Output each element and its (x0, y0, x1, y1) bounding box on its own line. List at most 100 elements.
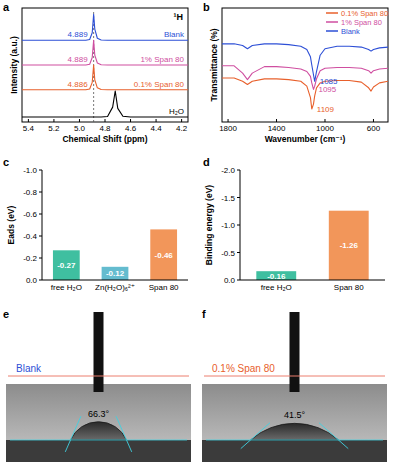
x-tick-label: 4.8 (99, 124, 111, 133)
substrate (6, 440, 191, 462)
series-label: H₂O (169, 107, 184, 116)
tangent-line (319, 423, 348, 449)
data-label: -0.27 (57, 261, 76, 270)
x-tick-label: 5.4 (23, 124, 35, 133)
photo-title: Blank (16, 363, 42, 374)
panel-letter: e (3, 308, 9, 320)
legend-swatch (326, 21, 338, 23)
photo-panel-e: eBlank66.3° (3, 308, 191, 462)
peak-label: 1109 (317, 105, 335, 114)
y-axis-title: Transmittance (%) (209, 28, 219, 101)
legend-label: 0.1% Span 80 (341, 9, 388, 18)
bar (329, 211, 369, 280)
series-label: Blank (164, 30, 185, 39)
x-tick-label: 600 (367, 124, 381, 133)
panel-letter: d (203, 156, 210, 168)
panel-letter: c (3, 156, 9, 168)
bar (150, 229, 177, 280)
bar (53, 250, 80, 280)
panel-c: -0.27free H₂O-0.12Zn(H₂O)₆²⁺-0.46Span 80… (6, 166, 188, 292)
x-tick (156, 119, 157, 122)
x-tick-label: Span 80 (334, 283, 364, 292)
baseline (206, 440, 383, 441)
x-tick-label: 1800 (219, 124, 237, 133)
photo-background (6, 384, 191, 462)
baseline (10, 440, 187, 441)
series-line (222, 66, 388, 90)
y-tick (39, 192, 42, 193)
x-axis-title: Chemical Shift (ppm) (62, 134, 147, 144)
peak-label: 1085 (320, 77, 338, 86)
x-tick-label: 4.4 (151, 124, 163, 133)
x-tick (228, 119, 229, 122)
panel-a: 5.45.25.04.84.64.44.2Chemical Shift (ppm… (9, 8, 188, 144)
x-tick (28, 119, 29, 122)
panel-letter: f (202, 308, 206, 320)
series-line (22, 65, 188, 90)
y-tick-label: -0.5 (221, 249, 235, 258)
y-tick (39, 236, 42, 237)
y-axis-title: Binding energy (eV) (204, 185, 214, 265)
panel-d: -0.16free H₂O-1.26Span 800.0-0.5-1.0-1.5… (204, 166, 385, 292)
y-tick (237, 280, 240, 281)
angle-label: 41.5° (284, 410, 306, 420)
y-tick-label: -0.2 (23, 254, 37, 263)
x-tick (276, 119, 277, 122)
x-tick-label: Zn(H₂O)₆²⁺ (95, 283, 135, 292)
plot-area (256, 211, 368, 280)
y-tick-label: 0.0 (224, 276, 236, 285)
annotation: ¹H (174, 12, 184, 22)
peak-label: 1095 (318, 85, 336, 94)
y-tick (39, 170, 42, 171)
plot-area (53, 229, 177, 280)
series-line (22, 91, 188, 117)
x-tick-label: free H₂O (51, 283, 82, 292)
legend-swatch (326, 12, 338, 14)
x-tick-label: 1000 (316, 124, 334, 133)
y-tick (237, 252, 240, 253)
series-line (222, 78, 388, 109)
photo-background (202, 384, 387, 462)
peak-label: 4.889 (68, 55, 89, 64)
series-line (22, 40, 188, 65)
plot-area (222, 44, 388, 109)
frame (22, 8, 188, 122)
x-tick-label: 4.6 (125, 124, 137, 133)
x-tick (373, 119, 374, 122)
panel-letter: b (203, 1, 210, 13)
x-tick-label: 1400 (268, 124, 286, 133)
x-tick-label: 5.0 (74, 124, 86, 133)
y-axis-title: Eads (eV) (6, 205, 16, 244)
tangent-line (241, 423, 270, 449)
y-tick (39, 214, 42, 215)
y-axis-title: Intensity (a.u.) (9, 36, 19, 94)
frame (222, 8, 388, 122)
x-tick (105, 119, 106, 122)
y-tick-label: -0.6 (23, 210, 37, 219)
y-tick-label: -0.4 (23, 232, 37, 241)
y-tick-label: -2.0 (221, 166, 235, 175)
substrate (202, 440, 387, 462)
series-label: 1% Span 80 (140, 55, 184, 64)
data-label: -0.16 (267, 272, 286, 281)
x-tick-label: 5.2 (48, 124, 60, 133)
x-tick (79, 119, 80, 122)
legend-swatch (326, 30, 338, 32)
photo-panel-f: f 0.1% Span 80 41.5° (202, 308, 387, 462)
x-tick (324, 119, 325, 122)
x-axis-title: Wavenumber (cm⁻¹) (265, 134, 346, 144)
legend-label: 1% Span 80 (341, 18, 382, 27)
figure: 5.45.25.04.84.64.44.2Chemical Shift (ppm… (0, 0, 393, 464)
tangent-line (65, 416, 81, 452)
x-axis (240, 280, 385, 281)
series-line (22, 14, 188, 40)
y-tick-label: -0.8 (23, 188, 37, 197)
y-tick (39, 280, 42, 281)
bar (102, 267, 129, 280)
photo-title: 0.1% Span 80 (212, 363, 275, 374)
data-label: -0.46 (155, 251, 174, 260)
x-tick-label: Span 80 (149, 283, 179, 292)
y-tick (237, 225, 240, 226)
y-tick-label: -1.0 (221, 221, 235, 230)
x-tick (53, 119, 54, 122)
